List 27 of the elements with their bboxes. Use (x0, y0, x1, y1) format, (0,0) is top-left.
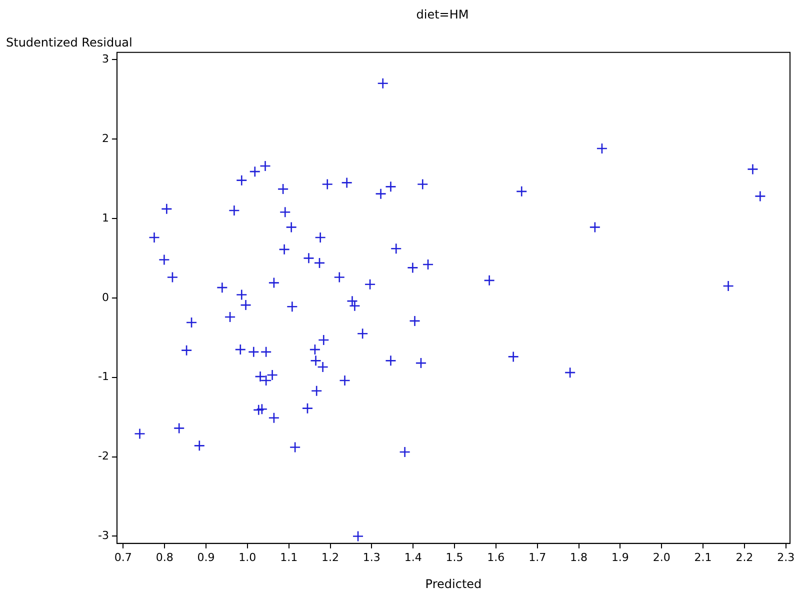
y-tick-label: -2 (98, 450, 109, 463)
x-tick-label: 1.3 (362, 550, 380, 564)
x-tick-label: 2.0 (652, 550, 670, 564)
x-tick-label: 1.4 (404, 550, 422, 564)
y-tick-label: 3 (102, 52, 109, 66)
x-tick-label: 1.0 (238, 550, 256, 564)
x-axis-title: Predicted (425, 576, 482, 591)
x-tick-label: 2.3 (777, 550, 795, 564)
y-tick-label: -1 (98, 370, 109, 384)
y-tick-label: -3 (98, 529, 109, 542)
y-tick-label: 2 (102, 132, 109, 145)
x-tick-label: 1.5 (446, 550, 464, 564)
x-tick-label: 2.2 (736, 550, 754, 564)
x-tick-label: 1.8 (570, 550, 588, 564)
x-tick-label: 1.1 (280, 550, 298, 564)
x-tick-label: 1.9 (611, 550, 629, 564)
chart-title: diet=HM (416, 7, 469, 22)
x-tick-label: 0.8 (156, 550, 174, 564)
x-tick-label: 1.2 (322, 550, 340, 564)
x-tick-label: 1.6 (487, 550, 505, 564)
x-tick-label: 0.7 (114, 550, 132, 564)
y-tick-label: 1 (102, 211, 109, 224)
x-tick-label: 1.7 (528, 550, 546, 564)
y-axis-title: Studentized Residual (6, 36, 132, 50)
y-tick-label: 0 (102, 290, 109, 304)
x-tick-label: 0.9 (197, 550, 215, 564)
x-tick-label: 2.1 (694, 550, 712, 564)
